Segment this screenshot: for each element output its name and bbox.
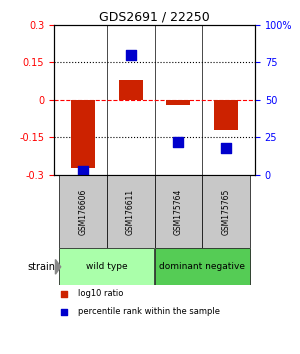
- Text: GSM175764: GSM175764: [174, 189, 183, 235]
- Bar: [214, 100, 238, 130]
- Point: [62, 291, 67, 296]
- Bar: [59, 249, 154, 285]
- Point: [62, 309, 67, 315]
- Bar: [118, 80, 142, 100]
- Text: percentile rank within the sample: percentile rank within the sample: [78, 307, 220, 316]
- Bar: [71, 100, 95, 167]
- Title: GDS2691 / 22250: GDS2691 / 22250: [99, 11, 210, 24]
- Point: [80, 168, 85, 173]
- Point: [176, 139, 181, 145]
- Text: dominant negative: dominant negative: [159, 262, 245, 272]
- Bar: [154, 249, 250, 285]
- Polygon shape: [56, 259, 61, 274]
- Bar: [106, 175, 154, 249]
- Bar: [202, 175, 250, 249]
- Point: [128, 52, 133, 58]
- Text: GSM175765: GSM175765: [222, 189, 231, 235]
- Bar: [59, 175, 106, 249]
- Text: GSM176611: GSM176611: [126, 189, 135, 235]
- Bar: [167, 100, 191, 105]
- Bar: [154, 175, 202, 249]
- Point: [224, 145, 229, 151]
- Text: wild type: wild type: [86, 262, 128, 272]
- Text: strain: strain: [27, 262, 55, 272]
- Text: GSM176606: GSM176606: [78, 189, 87, 235]
- Text: log10 ratio: log10 ratio: [78, 289, 124, 298]
